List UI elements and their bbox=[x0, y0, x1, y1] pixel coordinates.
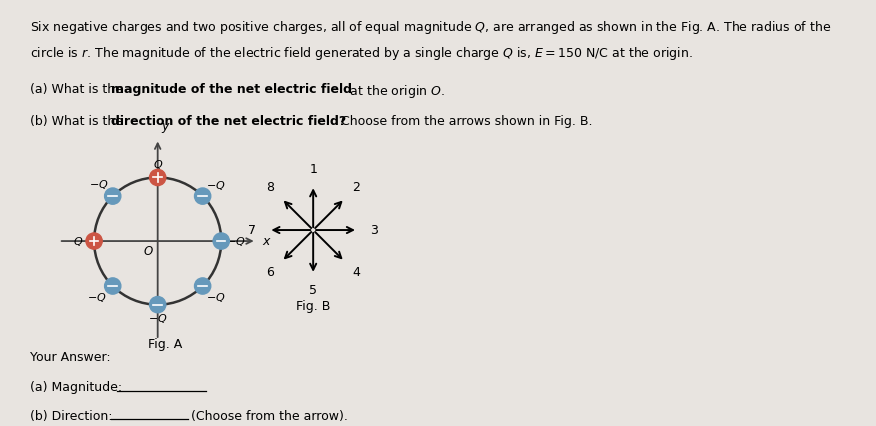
Text: 1: 1 bbox=[309, 163, 317, 176]
Text: 4: 4 bbox=[352, 266, 360, 279]
Text: $Q$: $Q$ bbox=[152, 158, 163, 171]
Text: circle is $r$. The magnitude of the electric field generated by a single charge : circle is $r$. The magnitude of the elec… bbox=[30, 45, 693, 62]
Text: Choose from the arrows shown in Fig. B.: Choose from the arrows shown in Fig. B. bbox=[333, 115, 592, 128]
Circle shape bbox=[150, 170, 166, 186]
Text: 7: 7 bbox=[249, 224, 257, 236]
Text: (a) What is the: (a) What is the bbox=[30, 83, 127, 96]
Text: (b) Direction:: (b) Direction: bbox=[30, 410, 112, 423]
Text: at the origin $O$.: at the origin $O$. bbox=[346, 83, 445, 100]
Text: 5: 5 bbox=[309, 284, 317, 297]
Text: (a) Magnitude:: (a) Magnitude: bbox=[30, 381, 122, 394]
Text: $-Q$: $-Q$ bbox=[148, 312, 167, 325]
Text: Six negative charges and two positive charges, all of equal magnitude $Q$, are a: Six negative charges and two positive ch… bbox=[30, 19, 831, 36]
Text: $-Q$: $-Q$ bbox=[88, 178, 109, 191]
Text: (b) What is the: (b) What is the bbox=[30, 115, 127, 128]
Text: 2: 2 bbox=[352, 181, 360, 194]
Text: Fig. B: Fig. B bbox=[296, 300, 330, 313]
Text: $O$: $O$ bbox=[143, 245, 153, 258]
Circle shape bbox=[86, 233, 102, 249]
Text: Fig. A: Fig. A bbox=[148, 337, 182, 351]
Circle shape bbox=[194, 278, 211, 294]
Text: 3: 3 bbox=[370, 224, 378, 236]
Text: Your Answer:: Your Answer: bbox=[30, 351, 110, 365]
Text: $-Q$: $-Q$ bbox=[88, 291, 107, 304]
Text: magnitude of the net electric field: magnitude of the net electric field bbox=[111, 83, 352, 96]
Circle shape bbox=[104, 278, 121, 294]
Text: 8: 8 bbox=[266, 181, 274, 194]
Circle shape bbox=[104, 188, 121, 204]
Text: $Q$: $Q$ bbox=[74, 235, 84, 248]
Text: $x$: $x$ bbox=[262, 235, 272, 248]
Text: $y$: $y$ bbox=[161, 121, 171, 135]
Text: direction of the net electric field?: direction of the net electric field? bbox=[111, 115, 347, 128]
Circle shape bbox=[213, 233, 230, 249]
Circle shape bbox=[150, 296, 166, 313]
Text: 6: 6 bbox=[266, 266, 274, 279]
Text: (Choose from the arrow).: (Choose from the arrow). bbox=[191, 410, 348, 423]
Text: $-Q$: $-Q$ bbox=[206, 179, 225, 192]
Text: $-Q$: $-Q$ bbox=[206, 291, 225, 304]
Circle shape bbox=[194, 188, 211, 204]
Text: $-Q$: $-Q$ bbox=[226, 235, 245, 248]
